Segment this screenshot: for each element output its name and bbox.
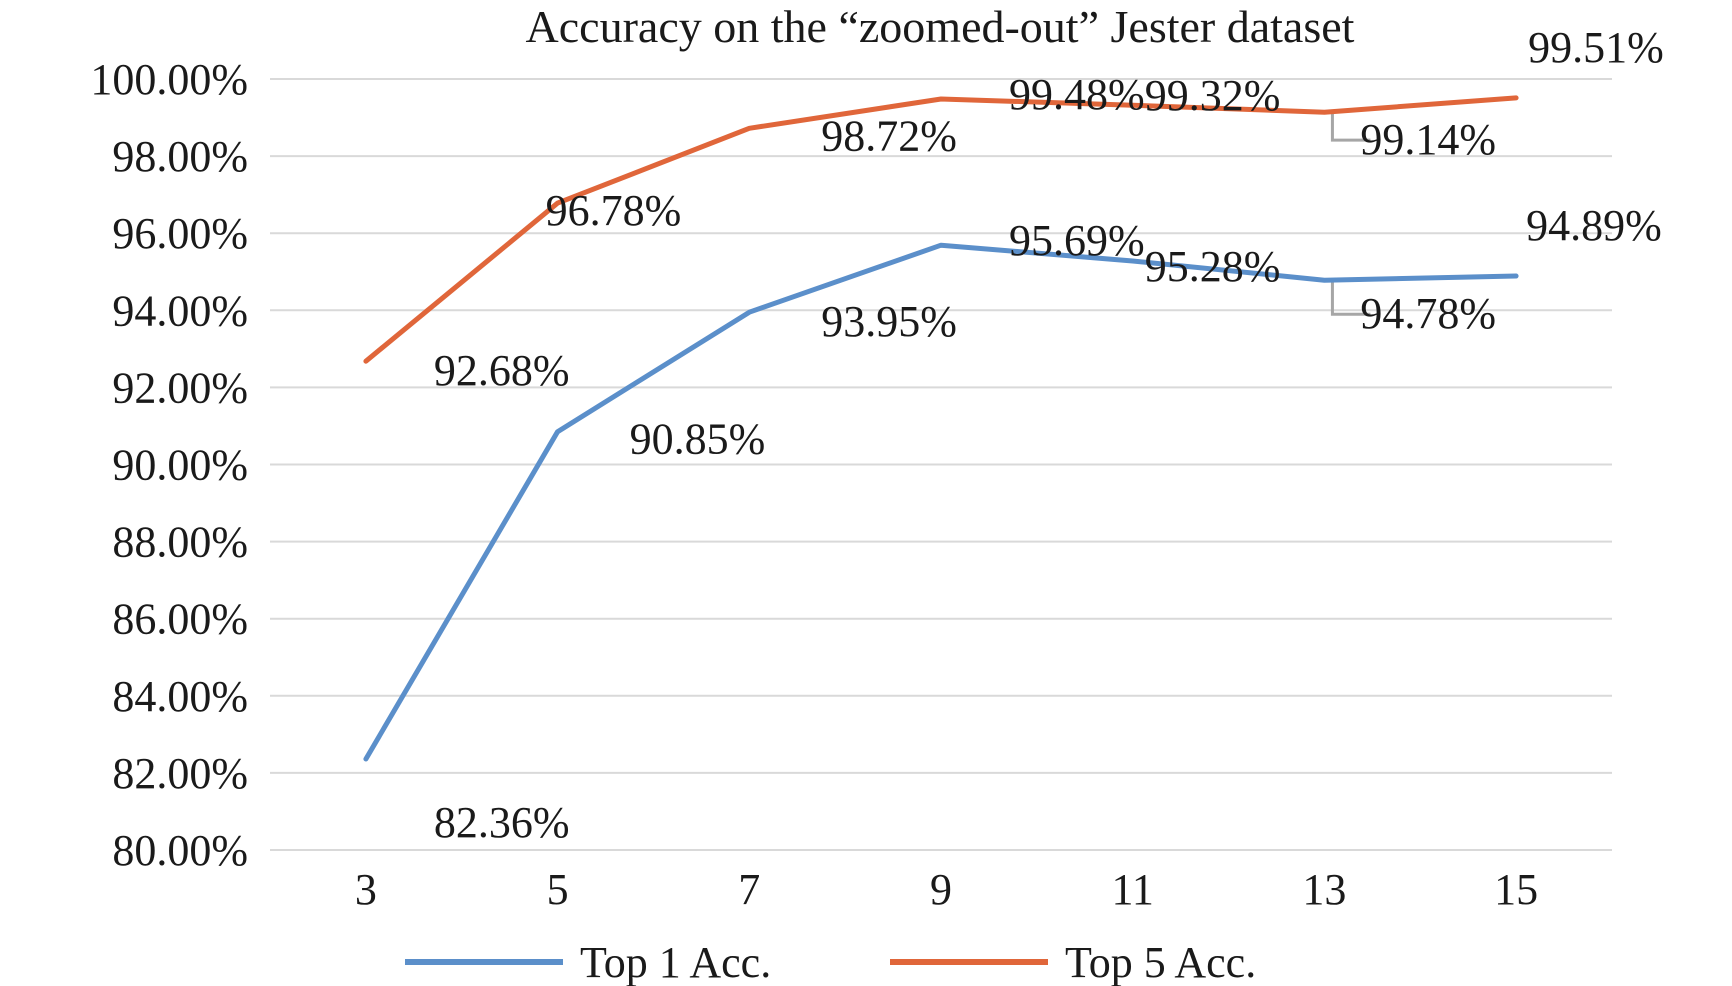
y-axis-tick-labels: 80.00% 82.00% 84.00% 86.00% 88.00% 90.00% 92.0… (90, 55, 248, 875)
y-tick-label: 92.00% (112, 363, 248, 412)
data-label: 95.28% (1145, 242, 1281, 291)
y-tick-label: 96.00% (112, 209, 248, 258)
data-label: 96.78% (546, 186, 682, 235)
data-label: 95.69% (1009, 216, 1145, 265)
data-labels: 82.36% 90.85% 93.95% 95.69%95.28% 94.78% 94.8… (434, 23, 1664, 847)
data-label: 99.32% (1145, 71, 1281, 120)
data-label: 99.14% (1360, 115, 1496, 164)
y-tick-label: 98.00% (112, 132, 248, 181)
y-tick-label: 90.00% (112, 441, 248, 490)
series-lines (363, 95, 1519, 762)
x-axis-tick-labels: 3 5 7 9 11 13 15 (355, 865, 1538, 914)
legend: Top 1 Acc. Top 5 Acc. (405, 938, 1256, 986)
x-tick-label: 7 (738, 865, 760, 914)
x-tick-label: 13 (1302, 865, 1346, 914)
data-label: 94.89% (1526, 201, 1662, 250)
x-tick-label: 3 (355, 865, 377, 914)
series-line-2 (363, 95, 1519, 364)
data-label: 92.68% (434, 346, 570, 395)
y-tick-label: 88.00% (112, 518, 248, 567)
x-tick-label: 15 (1494, 865, 1538, 914)
legend-entry-label: Top 5 Acc. (1065, 938, 1256, 986)
y-tick-label: 84.00% (112, 672, 248, 721)
data-label: 82.36% (434, 798, 570, 847)
data-label: 99.51% (1528, 23, 1664, 72)
series-line-1 (363, 242, 1519, 762)
x-tick-label: 9 (930, 865, 952, 914)
data-label: 99.48% (1009, 70, 1145, 119)
chart-title: Accuracy on the “zoomed-out” Jester data… (526, 1, 1355, 52)
y-tick-label: 100.00% (90, 55, 248, 104)
y-tick-label: 82.00% (112, 749, 248, 798)
legend-entry-label: Top 1 Acc. (580, 938, 771, 986)
data-label: 98.72% (821, 111, 957, 160)
y-tick-label: 80.00% (112, 826, 248, 875)
x-tick-label: 11 (1112, 865, 1154, 914)
y-tick-label: 94.00% (112, 286, 248, 335)
gridlines (270, 78, 1612, 851)
data-label: 90.85% (630, 415, 766, 464)
data-label: 93.95% (821, 297, 957, 346)
x-tick-label: 5 (547, 865, 569, 914)
y-tick-label: 86.00% (112, 595, 248, 644)
data-label: 94.78% (1360, 289, 1496, 338)
